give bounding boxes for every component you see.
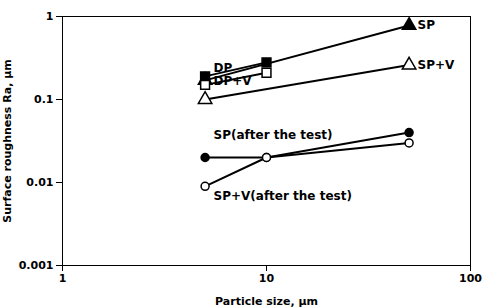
- svg-text:10: 10: [259, 272, 275, 285]
- svg-text:1: 1: [46, 10, 54, 23]
- svg-text:DP: DP: [214, 61, 233, 75]
- svg-text:0.1: 0.1: [34, 93, 54, 106]
- svg-text:Surface roughness Ra, μm: Surface roughness Ra, μm: [1, 59, 14, 222]
- svg-text:0.01: 0.01: [26, 176, 53, 189]
- svg-text:DP+V: DP+V: [214, 74, 253, 88]
- svg-text:0.001: 0.001: [19, 259, 54, 272]
- svg-text:SP+V(after the test): SP+V(after the test): [214, 189, 352, 203]
- svg-text:100: 100: [459, 272, 482, 285]
- svg-text:1: 1: [59, 272, 67, 285]
- svg-text:Particle size, μm: Particle size, μm: [215, 295, 318, 307]
- svg-text:SP+V: SP+V: [418, 58, 455, 72]
- svg-text:SP: SP: [418, 18, 436, 32]
- svg-text:SP(after the test): SP(after the test): [214, 128, 333, 142]
